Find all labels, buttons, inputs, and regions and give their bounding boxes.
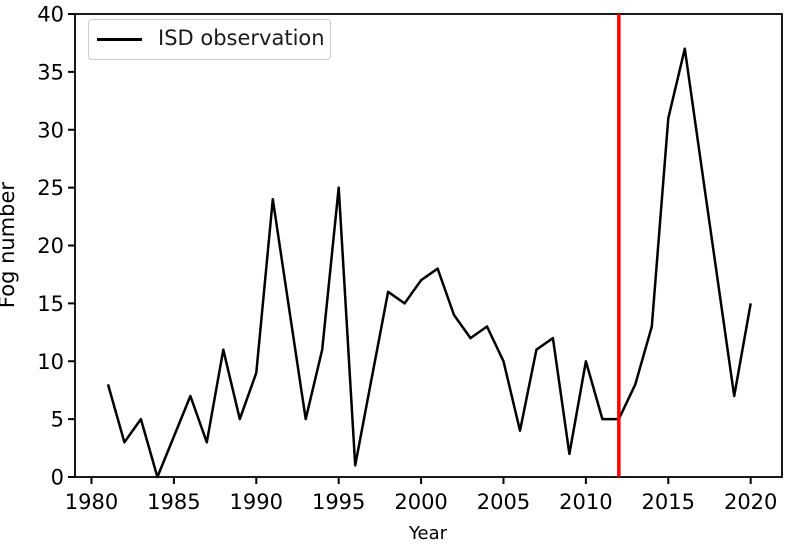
- x-tick-label: 2005: [477, 490, 530, 514]
- data-line-isd-observation: [106, 47, 752, 479]
- y-tick-label: 40: [37, 3, 64, 27]
- x-tick-label: 2000: [394, 490, 447, 514]
- y-tick-label: 15: [37, 292, 64, 316]
- y-tick-label: 0: [51, 466, 64, 490]
- y-tick-label: 5: [51, 408, 64, 432]
- x-tick-label: 2010: [559, 490, 612, 514]
- x-tick-label: 1990: [230, 490, 283, 514]
- y-tick-label: 20: [37, 234, 64, 258]
- x-tick-label: 1980: [65, 490, 118, 514]
- y-tick-label: 35: [37, 60, 64, 84]
- x-tick-label: 2020: [724, 490, 777, 514]
- x-tick-label: 2015: [642, 490, 695, 514]
- legend-line-sample: [97, 38, 142, 41]
- x-axis-label: Year: [408, 523, 448, 544]
- y-tick-label: 10: [37, 350, 64, 374]
- y-tick-label: 30: [37, 118, 64, 142]
- legend: ISD observation: [88, 19, 331, 60]
- y-tick-label: 25: [37, 176, 64, 200]
- x-tick-label: 1995: [312, 490, 365, 514]
- y-axis-label: Fog number: [0, 182, 19, 309]
- legend-label: ISD observation: [158, 26, 325, 50]
- x-tick-label: 1985: [147, 490, 200, 514]
